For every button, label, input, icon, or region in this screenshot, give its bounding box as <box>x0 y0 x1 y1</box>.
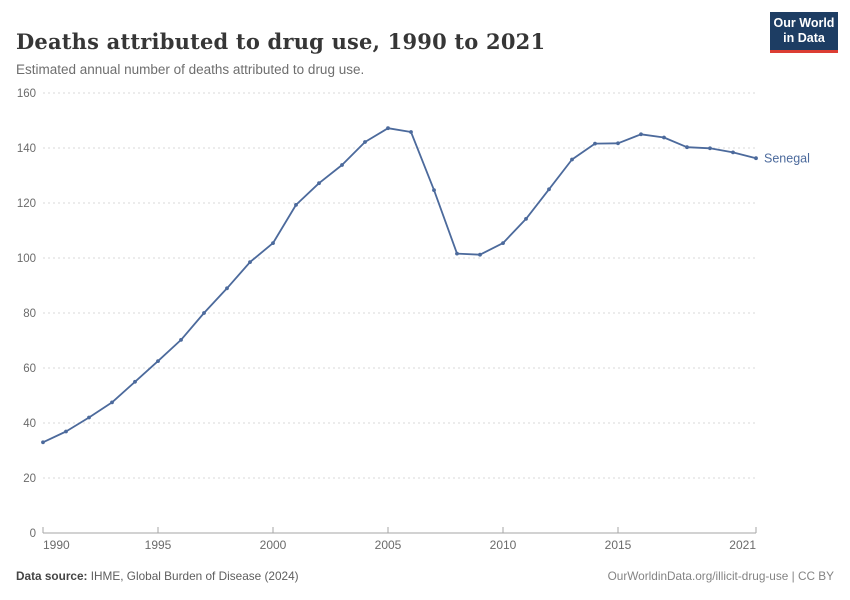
y-tick-label: 160 <box>17 88 36 100</box>
owid-logo: Our World in Data <box>770 12 838 53</box>
data-point-2008[interactable] <box>455 251 459 256</box>
y-tick-label: 60 <box>23 363 36 375</box>
y-tick-label: 20 <box>23 473 36 485</box>
y-tick-label: 40 <box>23 418 36 430</box>
data-point-1990[interactable] <box>41 440 45 445</box>
page-title: Deaths attributed to drug use, 1990 to 2… <box>16 29 546 55</box>
y-tick-label: 100 <box>17 253 36 265</box>
x-tick-label: 2015 <box>605 538 632 552</box>
data-point-1997[interactable] <box>202 311 206 315</box>
data-point-1999[interactable] <box>248 260 252 264</box>
owid-logo-line2: in Data <box>783 31 825 45</box>
data-source-text: IHME, Global Burden of Disease (2024) <box>90 569 299 583</box>
data-point-1998[interactable] <box>225 286 229 291</box>
data-point-2003[interactable] <box>340 163 344 167</box>
data-point-2015[interactable] <box>616 141 620 146</box>
data-point-2005[interactable] <box>386 126 390 131</box>
credit-link: OurWorldinData.org/illicit-drug-use | CC… <box>607 569 834 583</box>
y-tick-label: 120 <box>17 198 36 210</box>
owid-logo-line1: Our World <box>773 16 835 30</box>
data-point-2002[interactable] <box>317 181 321 186</box>
data-point-2014[interactable] <box>593 141 597 146</box>
data-point-2006[interactable] <box>409 130 413 134</box>
data-point-2000[interactable] <box>271 241 275 246</box>
data-point-2001[interactable] <box>294 203 298 207</box>
y-tick-label: 0 <box>30 528 36 540</box>
data-point-2020[interactable] <box>731 150 735 155</box>
data-point-2021[interactable] <box>754 156 758 161</box>
data-point-2016[interactable] <box>639 132 643 137</box>
data-point-2007[interactable] <box>432 188 436 193</box>
data-point-1996[interactable] <box>179 338 183 342</box>
data-point-1995[interactable] <box>156 359 160 363</box>
data-point-2019[interactable] <box>708 146 712 151</box>
x-tick-label: 2021 <box>729 538 756 552</box>
data-point-2011[interactable] <box>524 217 528 221</box>
data-source-label: Data source: <box>16 569 88 583</box>
data-point-2010[interactable] <box>501 241 505 246</box>
x-tick-label: 2005 <box>375 538 402 552</box>
data-point-2012[interactable] <box>547 187 551 192</box>
series-end-label-senegal: Senegal <box>764 152 810 166</box>
x-tick-label: 1990 <box>43 538 70 552</box>
data-point-1992[interactable] <box>87 415 91 420</box>
data-point-2013[interactable] <box>570 157 574 162</box>
data-point-2009[interactable] <box>478 252 482 257</box>
x-tick-label: 2010 <box>490 538 517 552</box>
series-line-senegal[interactable] <box>42 127 757 444</box>
y-tick-label: 80 <box>23 308 36 320</box>
data-point-1991[interactable] <box>64 429 68 434</box>
page-subtitle: Estimated annual number of deaths attrib… <box>16 61 365 77</box>
data-point-1993[interactable] <box>110 400 114 405</box>
y-tick-label: 140 <box>17 143 36 155</box>
data-point-2004[interactable] <box>363 140 367 144</box>
data-source-note: Data source: IHME, Global Burden of Dise… <box>16 569 299 583</box>
data-point-2018[interactable] <box>685 145 689 150</box>
x-tick-label: 2000 <box>260 538 287 552</box>
x-tick-label: 1995 <box>145 538 172 552</box>
data-point-1994[interactable] <box>133 379 137 384</box>
data-point-2017[interactable] <box>662 135 666 140</box>
